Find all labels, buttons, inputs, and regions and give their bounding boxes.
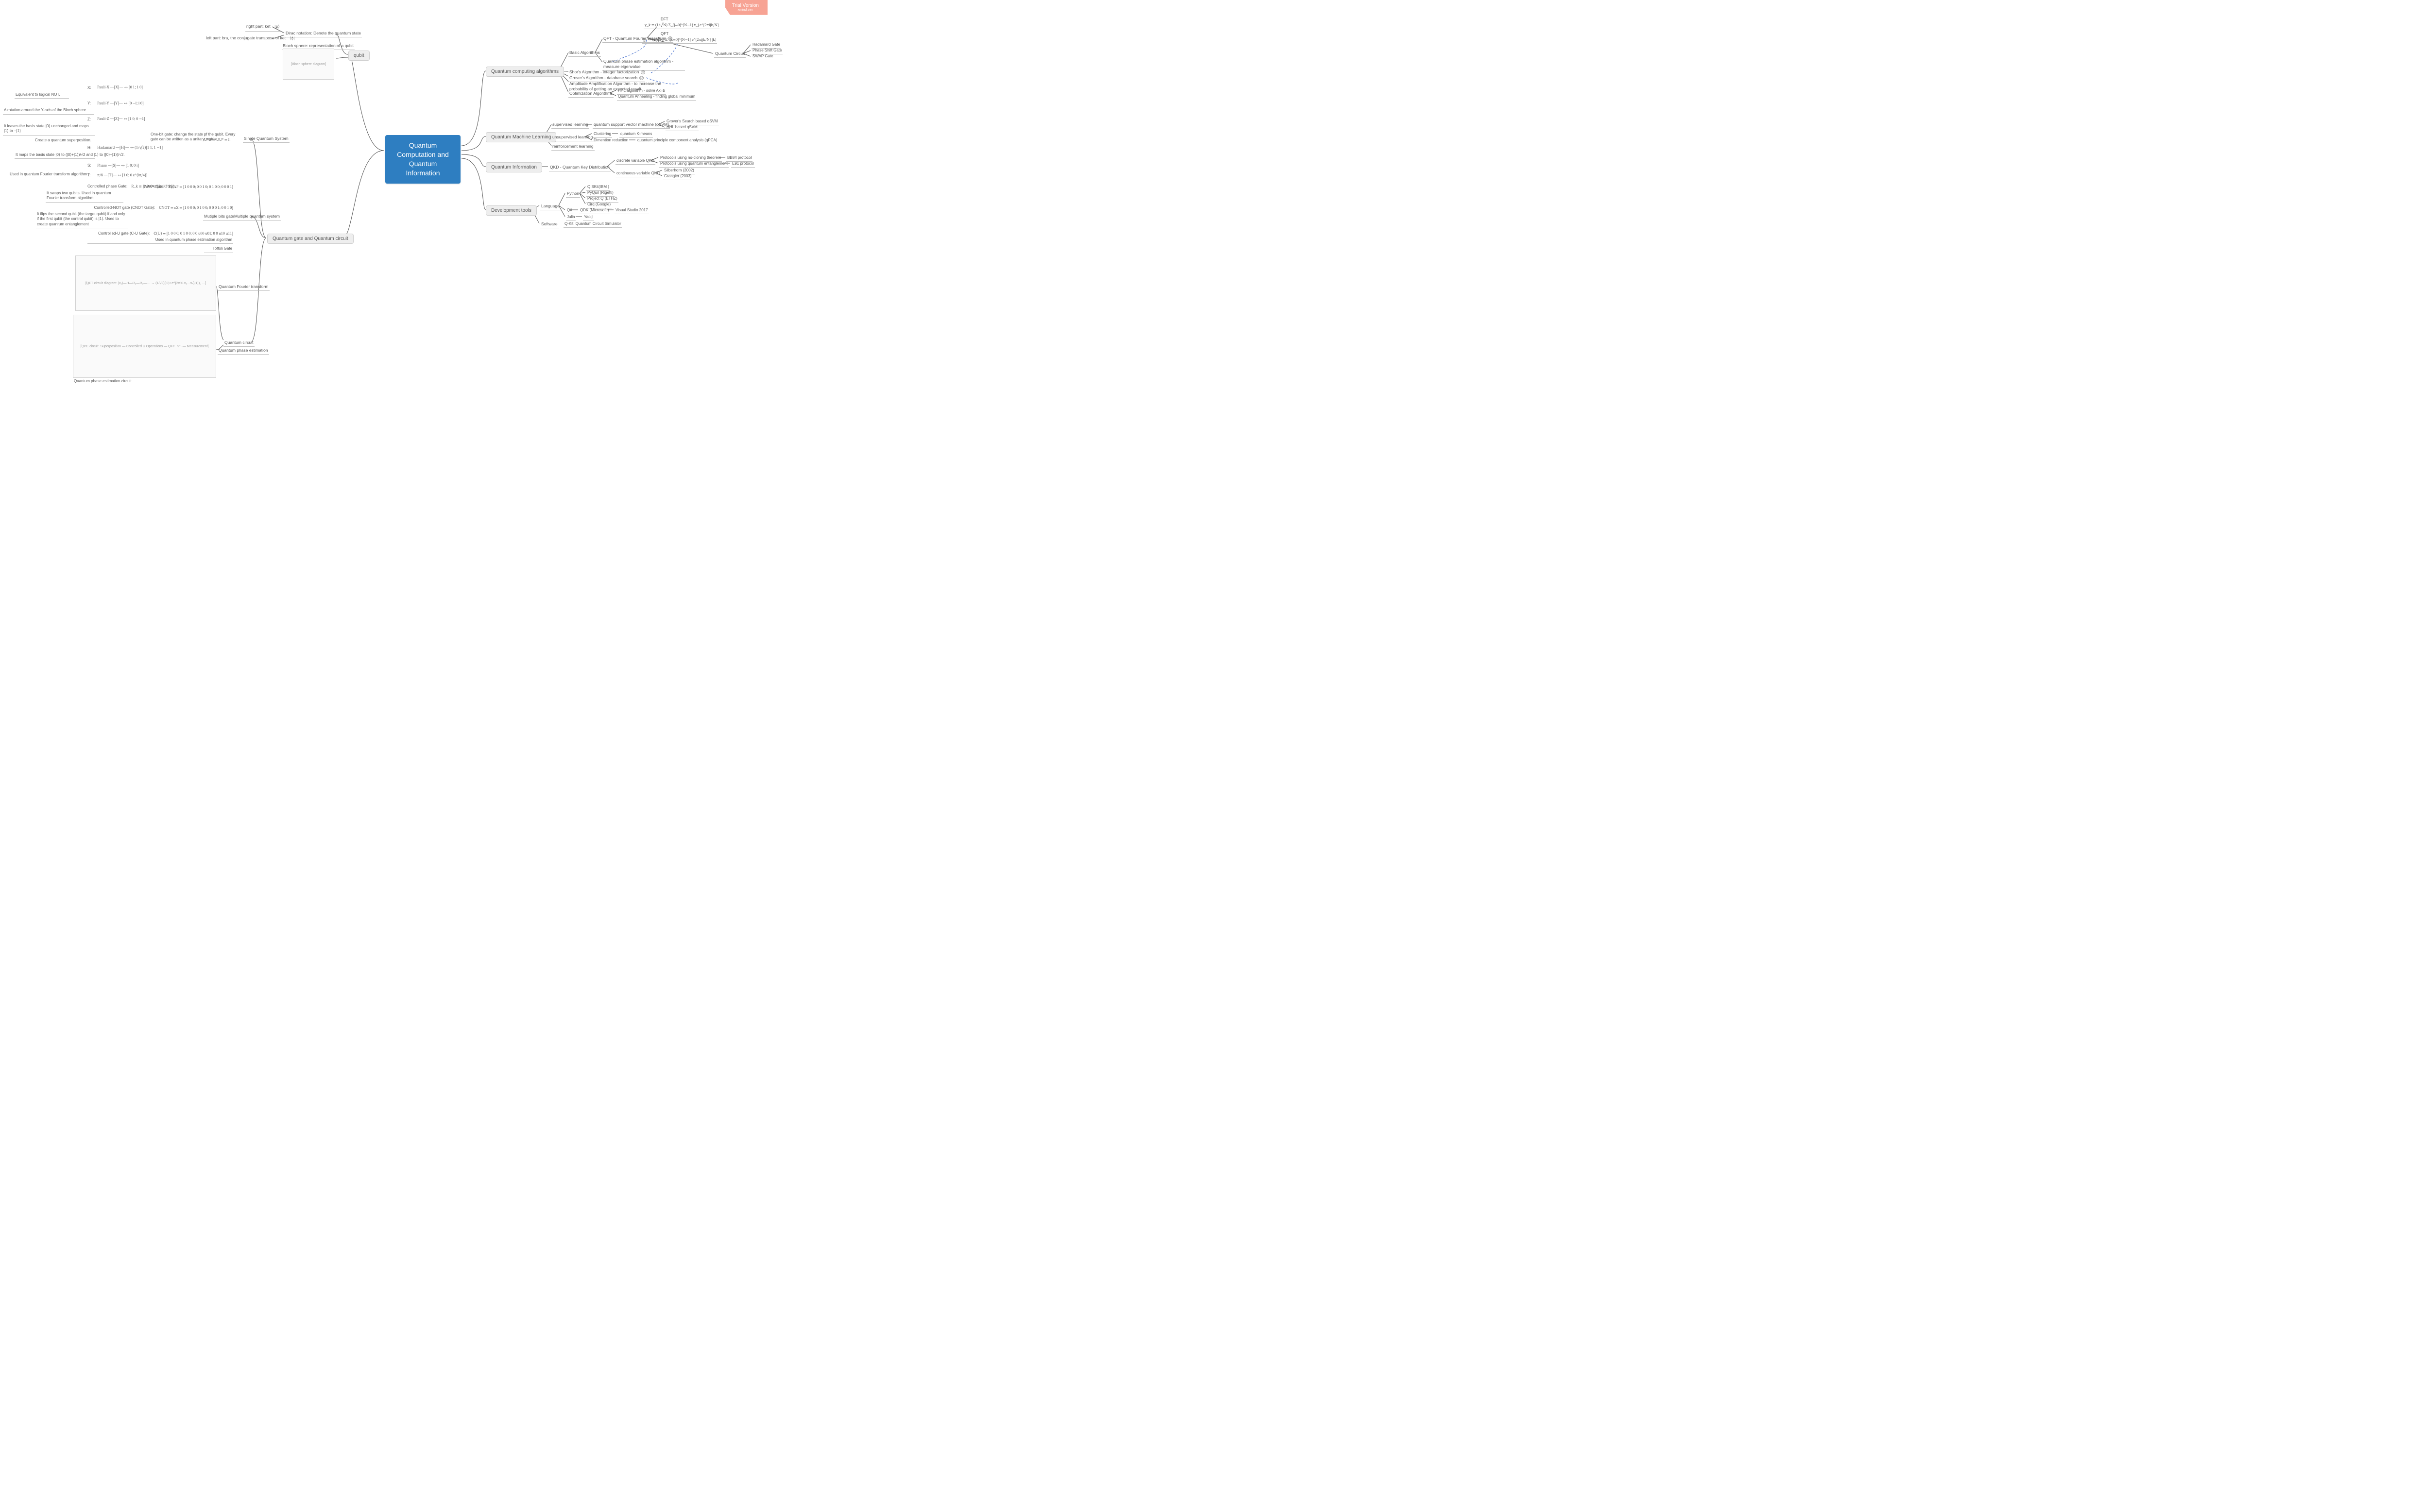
leaf-yao[interactable]: Yao.jl [583,214,594,221]
leaf-cv-qkd[interactable]: continuous-variable QKD [616,170,661,177]
leaf-python[interactable]: Python [566,191,580,198]
watermark-title: Trial Version [732,3,759,8]
leaf-multiple-system[interactable]: Multiple quantum system [233,213,281,221]
node-gate-circuit[interactable]: Quantum gate and Quantum circuit [267,234,354,244]
node-algorithms[interactable]: Quantum computing algorithms [486,67,564,77]
leaf-single-system[interactable]: Single Quantum System [243,136,290,143]
leaf-opt-alg[interactable]: Optimization Algorithms [568,90,614,98]
leaf-qpca[interactable]: quantum principle component analysis (qP… [636,137,718,144]
leaf-dimred[interactable]: Dimention reduction [593,137,629,144]
node-qinfo[interactable]: Quantum Information [486,162,542,172]
note-h2[interactable]: It maps the basis state |0⟩ to (|0⟩+|1⟩)… [15,152,95,159]
leaf-unsup[interactable]: unsupervised learning [551,134,594,141]
leaf-toffoli[interactable]: Toffoli Gate [204,246,233,253]
note-y[interactable]: A rotation around the Y-axis of the Bloc… [3,107,94,114]
leaf-qpe[interactable]: Quantum phase estimation [218,347,269,355]
note-cu[interactable]: Used in quantum phase estimation algorit… [87,237,233,244]
dft-label: DFT [661,17,668,22]
single-gates-block: X: Pauli-X —[X]— ↔ [0 1; 1 0] Equivalent… [87,84,238,191]
leaf-anneal[interactable]: Quantum Annealing - finding global minim… [617,94,696,101]
note-rk[interactable]: Used in quantum Fourier transform algori… [9,171,88,178]
root-line1: Quantum [395,141,451,150]
root-line2: Computation and [395,150,451,159]
leaf-language[interactable]: Language [540,203,561,210]
attachment-icon: @ [641,70,645,74]
leaf-vs[interactable]: Visual Studio 2017 [615,207,649,214]
node-devtools[interactable]: Development tools [486,205,537,216]
watermark-badge: Trial Version xmind zen [725,0,768,15]
dft-formula: y_k ≡ (1/√N) Σ_{j=0}^{N−1} x_j e^{2πijk/… [644,22,719,29]
leaf-e91[interactable]: E91 protocol [731,161,755,168]
leaf-cv2[interactable]: Grangier (2003) [663,173,692,180]
node-qubit[interactable]: qubit [348,51,370,61]
leaf-quantum-circuit[interactable]: Quantum circuit [223,340,255,347]
leaf-sup[interactable]: supervised learning [551,121,589,129]
note-h1[interactable]: Create a quantum superposition. [34,137,97,144]
note-cnot[interactable]: It flips the second qubit (the target qu… [36,211,128,228]
qpe-caption: Quantum phase estimation circuit [74,379,132,384]
leaf-qkit[interactable]: Q-Kit: Quantum Circuit Simulator [564,221,622,228]
leaf-swap-gate[interactable]: SWAP Gate [752,53,774,60]
qft-circuit-image: [QFT circuit diagram: |x₁⟩—H—R₂—R₃—… → (… [75,255,216,311]
leaf-rl[interactable]: reinforcement learning [551,143,595,151]
leaf-qsvm-hhl[interactable]: HHL based qSVM [666,124,699,131]
leaf-dv-qkd[interactable]: discrete variable QKD [616,158,655,165]
root-node[interactable]: Quantum Computation and Quantum Informat… [385,135,461,184]
leaf-qft[interactable]: Quantum Fourier transform [218,284,270,291]
leaf-bra[interactable]: left part: bra, the conjugate transpose … [205,35,295,43]
bloch-image: [Bloch sphere diagram] [283,49,334,80]
note-z[interactable]: It leaves the basis state |0⟩ unchanged … [3,123,95,136]
watermark-sub: xmind zen [732,8,759,12]
leaf-quantum-circuit-branch[interactable]: Quantum Circuit [714,51,746,58]
leaf-qdk[interactable]: QDK (Microsoft ) [579,207,610,214]
note-x[interactable]: Equivalent to logical NOT. [15,92,69,99]
leaf-dirac[interactable]: Dirac notation: Denote the quantum state [285,30,362,37]
leaf-qsvm[interactable]: quantum support vector machine (qSVM) [593,121,670,129]
leaf-basic-alg[interactable]: Basic Algorithms [568,50,601,57]
attachment-icon: @ [639,76,644,80]
leaf-qkd[interactable]: QKD - Quantum Key Distribution [549,164,611,171]
qft-formula: |j⟩ → (1/√N) Σ_{k=0}^{N−1} e^{2πijk/N} |… [642,37,717,44]
root-line3: Quantum Information [395,159,451,178]
leaf-qsharp[interactable]: Q# [566,207,573,214]
label: qubit [354,53,364,58]
leaf-software[interactable]: Software [540,221,559,228]
multi-gates-block: SWAP Gate: SWAP = [1 0 0 0; 0 0 1 0; 0 1… [87,185,233,253]
node-qml[interactable]: Quantum Machine Learning [486,132,556,142]
leaf-julia[interactable]: Julia [566,214,576,221]
qft-math-label: QFT [661,32,668,36]
leaf-dv2[interactable]: Protocols using quantum entanglement [659,161,729,168]
leaf-ket[interactable]: right part: ket |ψ⟩ [245,23,280,32]
note-swap[interactable]: It swaps two qubits. Used in quantum Fou… [46,190,123,203]
qpe-circuit-image: [QPE circuit: Superposition — Controlled… [73,315,216,378]
